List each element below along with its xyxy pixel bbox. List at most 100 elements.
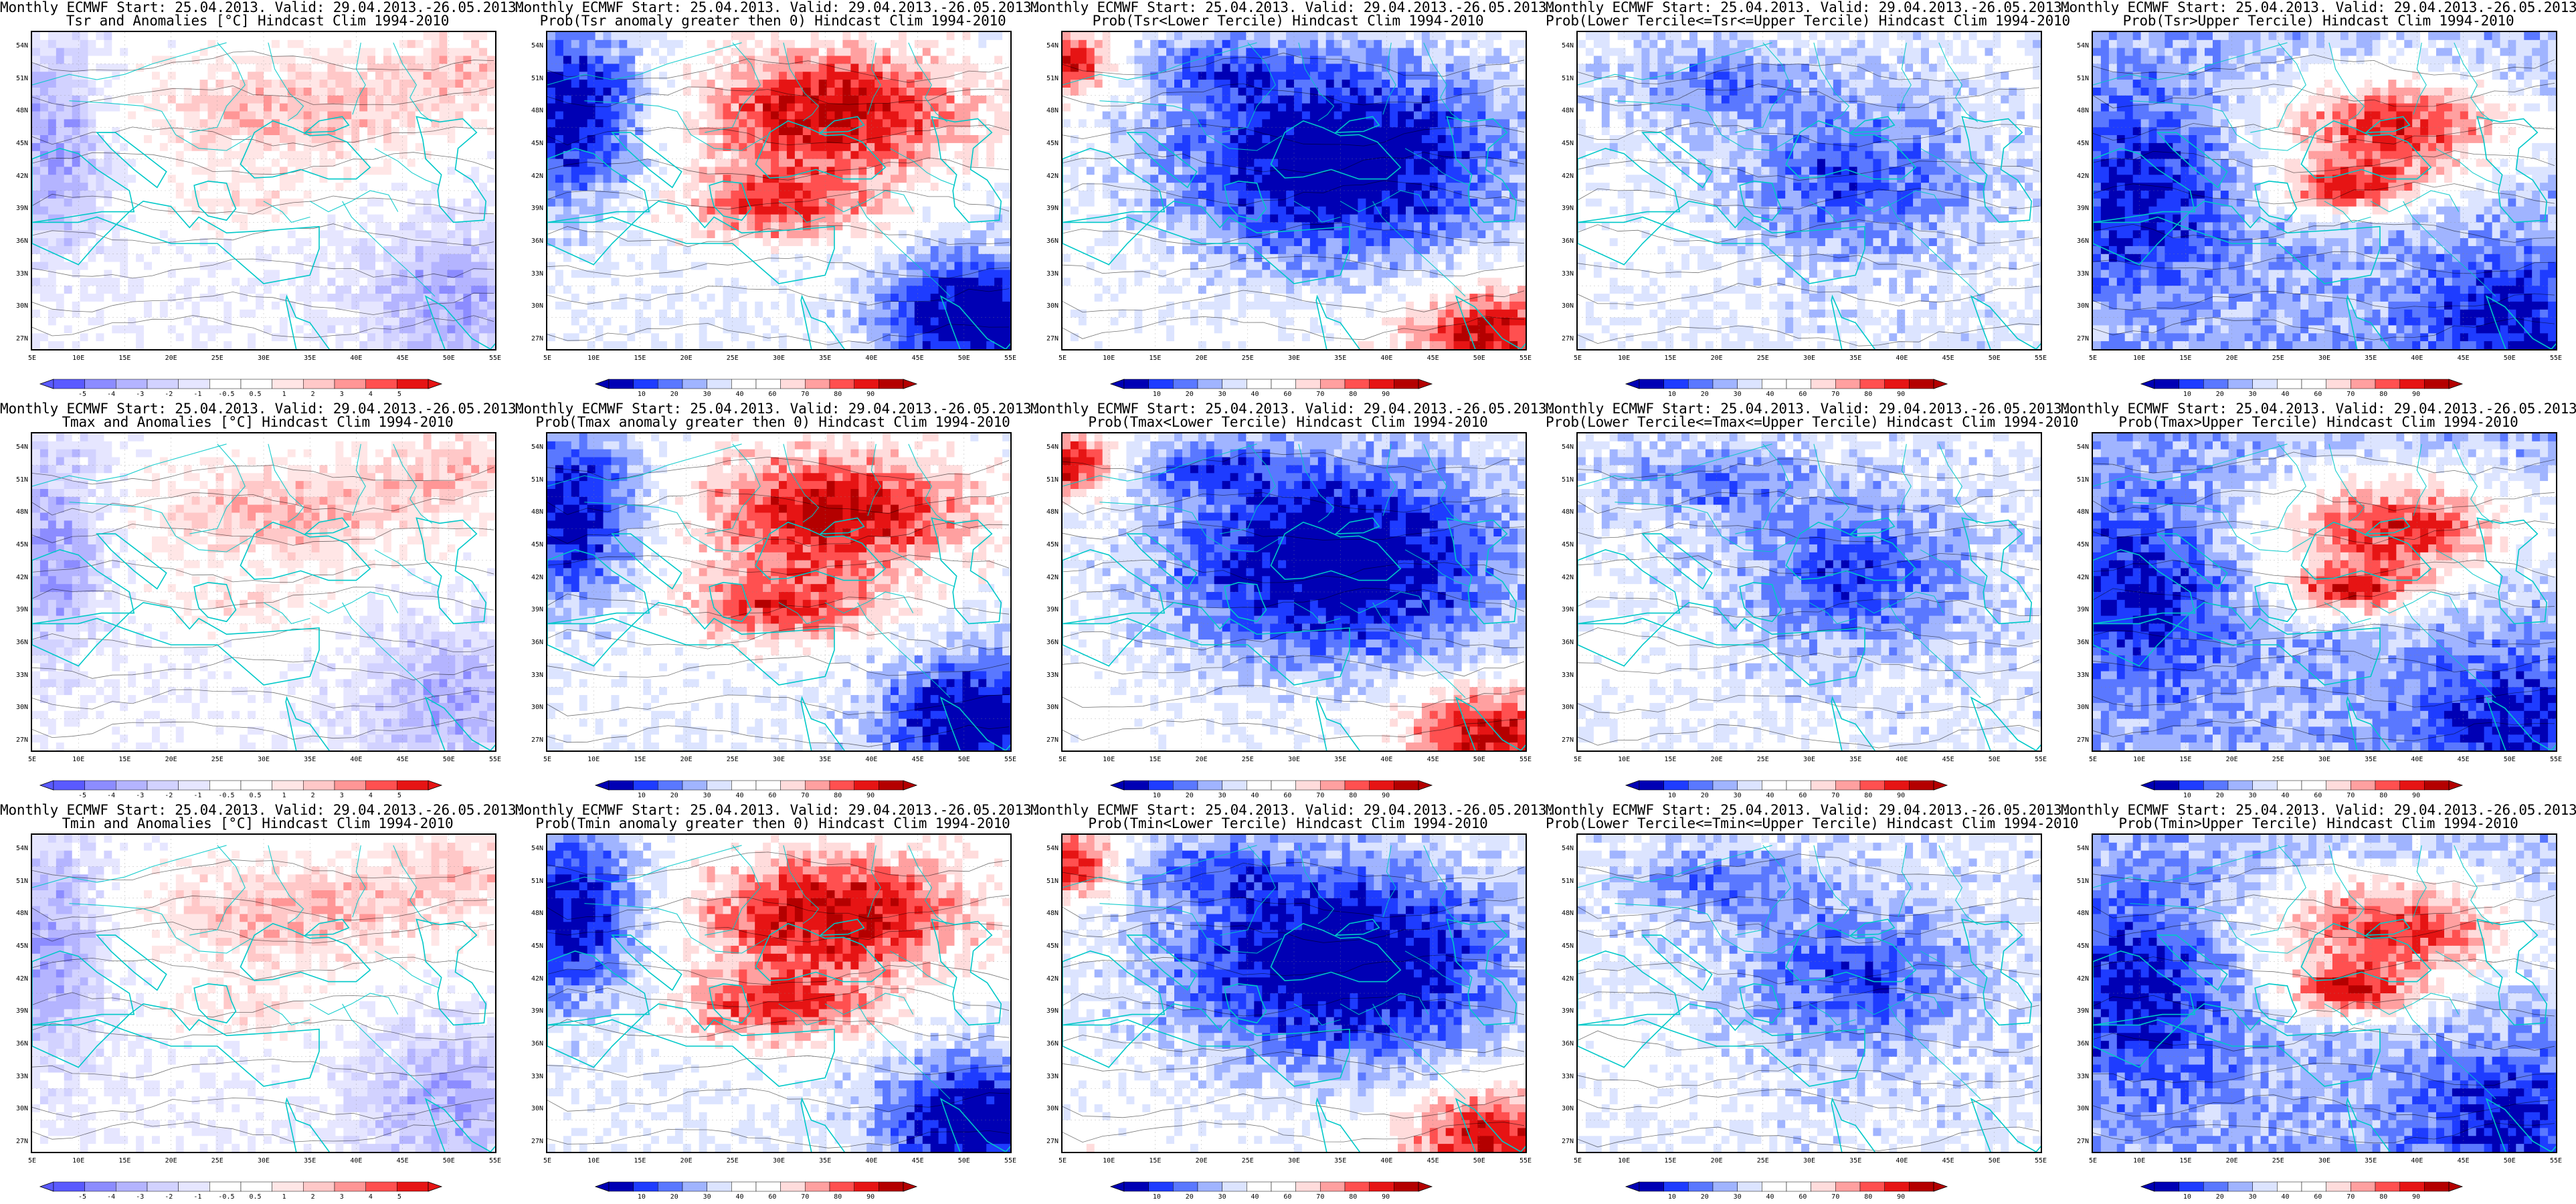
colorbar-tick-label: 70 (1825, 391, 1845, 398)
latitude-label: 33N (5, 1073, 28, 1080)
colorbar-tick-label: 20 (1180, 391, 1200, 398)
colorbar-tick-label: 3 (332, 792, 352, 799)
colorbar-tick-label: 70 (795, 792, 815, 799)
longitude-label: 55E (2546, 1157, 2566, 1165)
colorbar-tick-label: 60 (762, 391, 782, 398)
colorbar-tick-label: 90 (1891, 391, 1911, 398)
panel-title-line1: Monthly ECMWF Start: 25.04.2013. Valid: … (0, 401, 525, 416)
colorbar-tick-label: -4 (101, 391, 121, 398)
latitude-label: 33N (1551, 270, 1574, 278)
longitude-label: 50E (2500, 756, 2520, 763)
colorbar-tick-label: 0.5 (246, 792, 266, 799)
colorbar-tick-label: -0.5 (216, 391, 236, 398)
latitude-label: 30N (521, 303, 543, 310)
colorbar-tick-label: 70 (2340, 792, 2361, 799)
latitude-label: 42N (521, 574, 543, 581)
longitude-label: 50E (1985, 355, 2005, 362)
latitude-label: 36N (1551, 1041, 1574, 1047)
latitude-label: 51N (2066, 878, 2089, 885)
gridline-layer (1578, 835, 2041, 1152)
latitude-label: 42N (1551, 975, 1574, 983)
colorbar-tick-label: 30 (1212, 792, 1232, 799)
colorbar-tick-label: 10 (1662, 792, 1682, 799)
latitude-label: 36N (1036, 238, 1059, 245)
contour-layer (32, 51, 494, 338)
colorbar-tick-label: 80 (2373, 391, 2393, 398)
longitude-label: 40E (1376, 355, 1396, 362)
latitude-label: 36N (2066, 639, 2089, 646)
gridline-layer (1063, 835, 1526, 1152)
map-panel: Monthly ECMWF Start: 25.04.2013. Valid: … (1030, 803, 1555, 1204)
longitude-label: 20E (676, 355, 697, 362)
longitude-label: 55E (2546, 756, 2566, 763)
latitude-label: 45N (1551, 542, 1574, 548)
colorbar-tick-label: 80 (828, 792, 848, 799)
latitude-label: 48N (1036, 910, 1059, 917)
longitude-label: 10E (1614, 756, 1634, 763)
longitude-label: 25E (723, 355, 743, 362)
colorbar-tick-label: -1 (187, 792, 207, 799)
longitude-label: 35E (815, 756, 835, 763)
map-area (1061, 31, 1527, 350)
colorbar-tick-label: 40 (730, 391, 750, 398)
colorbar-tick-label: 10 (632, 1193, 652, 1201)
colorbar-tick-label: 70 (1310, 1193, 1330, 1201)
colorbar-tick-label: 40 (2276, 1193, 2296, 1201)
map-panel: Monthly ECMWF Start: 25.04.2013. Valid: … (515, 803, 1040, 1204)
gridline-layer (2093, 835, 2556, 1152)
latitude-label: 27N (1551, 1138, 1574, 1145)
latitude-label: 45N (1036, 943, 1059, 950)
latitude-label: 42N (5, 975, 28, 983)
longitude-label: 20E (1192, 355, 1212, 362)
colorbar-tick-label: 40 (1245, 1193, 1265, 1201)
longitude-label: 20E (161, 1157, 181, 1165)
panel-title-line1: Monthly ECMWF Start: 25.04.2013. Valid: … (515, 401, 1040, 416)
longitude-label: 35E (1330, 756, 1350, 763)
colorbar-tick-label: 10 (2177, 1193, 2197, 1201)
latitude-label: 33N (521, 270, 543, 278)
colorbar-tick-label: -2 (159, 391, 179, 398)
panel-title-line2: Prob(Tmin anomaly greater then 0) Hindca… (515, 816, 1030, 831)
longitude-label: 5E (1568, 1157, 1588, 1165)
latitude-label: 48N (5, 509, 28, 516)
longitude-label: 10E (68, 355, 88, 362)
map-graphic (547, 32, 1010, 349)
longitude-label: 5E (22, 1157, 42, 1165)
latitude-label: 45N (5, 943, 28, 950)
panel-title-line1: Monthly ECMWF Start: 25.04.2013. Valid: … (515, 803, 1040, 817)
longitude-label: 50E (1985, 756, 2005, 763)
longitude-label: 35E (2361, 355, 2381, 362)
panel-title-line1: Monthly ECMWF Start: 25.04.2013. Valid: … (1030, 0, 1555, 15)
colorbar (39, 379, 443, 389)
colorbar-tick-label: 80 (1343, 1193, 1363, 1201)
colorbar-tick-label: 60 (1792, 1193, 1813, 1201)
map-area (546, 432, 1012, 752)
colorbar-tick-label: 80 (1343, 792, 1363, 799)
colorbar (1625, 379, 1948, 389)
coastline-layer (32, 845, 495, 1152)
latitude-label: 51N (2066, 75, 2089, 82)
panel-title-line2: Prob(Tmin<Lower Tercile) Hindcast Clim 1… (1030, 816, 1546, 831)
colorbar-tick-label: 60 (1792, 391, 1813, 398)
gridline-layer (32, 835, 495, 1152)
longitude-label: 5E (22, 756, 42, 763)
panel-title-line1: Monthly ECMWF Start: 25.04.2013. Valid: … (1546, 803, 2070, 817)
colorbar-tick-label: 5 (389, 1193, 409, 1201)
latitude-label: 51N (1551, 476, 1574, 484)
panel-title-line2: Prob(Lower Tercile<=Tsr<=Upper Tercile) … (1546, 13, 2070, 28)
longitude-label: 15E (1145, 1157, 1165, 1165)
colorbar-tick-label: 2 (303, 792, 323, 799)
longitude-label: 40E (346, 1157, 366, 1165)
map-graphic (547, 835, 1010, 1152)
colorbar-tick-label: 90 (1376, 792, 1396, 799)
map-area (1576, 31, 2042, 350)
shading-layer (1578, 32, 2041, 349)
colorbar-tick-label: 70 (1310, 391, 1330, 398)
colorbar-graphic (2140, 379, 2464, 389)
colorbar-tick-label: 20 (1695, 391, 1715, 398)
longitude-label: 35E (300, 756, 320, 763)
colorbar-tick-label: -3 (130, 391, 150, 398)
coastline-layer (1063, 845, 1526, 1152)
latitude-label: 54N (1036, 444, 1059, 451)
shading-layer (32, 835, 495, 1152)
